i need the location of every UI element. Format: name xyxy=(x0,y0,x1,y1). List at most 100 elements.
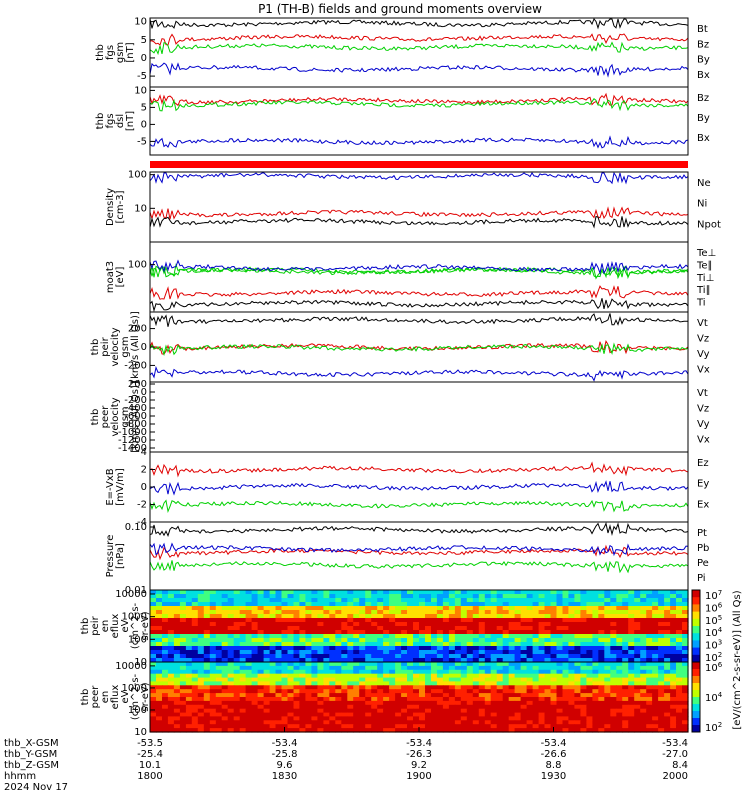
spectrogram-cell xyxy=(532,704,540,710)
spectrogram-cell xyxy=(239,662,247,667)
spectrogram-cell xyxy=(598,677,605,683)
colorbar-tick-base: 10 xyxy=(705,628,718,639)
spectrogram-cell xyxy=(460,642,468,647)
spectrogram-cell xyxy=(191,650,199,655)
spectrogram-cell xyxy=(323,634,330,639)
spectrogram-cell xyxy=(293,724,301,729)
spectrogram-cell xyxy=(323,606,330,611)
ytick-label: 10 xyxy=(134,727,147,738)
spectrogram-cell xyxy=(221,708,229,714)
spectrogram-cell xyxy=(162,669,169,675)
spectrogram-cell xyxy=(526,689,534,694)
spectrogram-cell xyxy=(329,708,336,714)
spectrogram-cell xyxy=(299,594,306,599)
spectrogram-cell xyxy=(197,685,205,690)
spectrogram-cell xyxy=(227,654,235,659)
spectrogram-cell xyxy=(413,697,420,702)
spectrogram-cell xyxy=(431,681,438,686)
spectrogram-cell xyxy=(502,700,510,706)
spectrogram-cell xyxy=(628,673,635,679)
spectrogram-cell xyxy=(628,630,635,635)
spectrogram-cell xyxy=(502,673,510,679)
spectrogram-cell xyxy=(544,622,552,627)
spectrogram-cell xyxy=(520,646,528,651)
spectrogram-cell xyxy=(215,622,223,627)
spectrogram-cell xyxy=(221,646,229,651)
spectrogram-cell xyxy=(466,704,474,710)
spectrogram-cell xyxy=(173,693,181,698)
spectrogram-cell xyxy=(425,689,432,694)
spectrogram-cell xyxy=(347,646,354,651)
spectrogram-cell xyxy=(460,654,468,659)
spectrogram-cell xyxy=(156,716,163,721)
ytick-label: 0 xyxy=(141,119,147,130)
spectrogram-cell xyxy=(580,618,587,623)
spectrogram-cell xyxy=(395,681,402,686)
spectrogram-cell xyxy=(640,685,647,690)
spectrogram-cell xyxy=(287,693,295,698)
spectrogram-cell xyxy=(323,724,330,729)
spectrogram-cell xyxy=(622,642,629,647)
spectrogram-cell xyxy=(389,716,396,721)
spectrogram-cell xyxy=(472,634,480,639)
spectrogram-cell xyxy=(658,598,665,603)
spectrogram-cell xyxy=(544,677,552,683)
spectrogram-cell xyxy=(185,681,193,686)
spectrogram-cell xyxy=(383,638,390,643)
spectrogram-cell xyxy=(436,634,444,639)
spectrogram-cell xyxy=(652,610,659,615)
spectrogram-cell xyxy=(460,602,468,607)
spectrogram-cell xyxy=(305,697,312,702)
spectrogram-cell xyxy=(478,590,486,595)
panel-frame xyxy=(149,521,689,591)
spectrogram-cell xyxy=(526,630,534,635)
spectrogram-cell xyxy=(167,697,175,702)
spectrogram-cell xyxy=(341,704,348,710)
spectrogram-cell xyxy=(556,610,564,615)
spectrogram-cell xyxy=(245,646,253,651)
spectrogram-cell xyxy=(520,712,528,718)
spectrogram-cell xyxy=(646,728,653,733)
spectrogram-cell xyxy=(419,693,426,698)
spectrogram-cell xyxy=(616,716,623,721)
spectrogram-cell xyxy=(664,598,671,603)
spectrogram-cell xyxy=(682,590,689,595)
spectrogram-cell xyxy=(586,720,593,725)
spectrogram-cell xyxy=(353,590,360,595)
spectrogram-cell xyxy=(233,669,241,675)
spectrogram-cell xyxy=(197,673,205,679)
ytick-label: 2 xyxy=(141,465,147,476)
spectrogram-cell xyxy=(156,685,163,690)
spectrogram-cell xyxy=(203,646,211,651)
spectrogram-cell xyxy=(484,630,492,635)
spectrogram-cell xyxy=(341,673,348,679)
spectrogram-cell xyxy=(431,685,438,690)
legend-By: By xyxy=(697,113,710,124)
spectrogram-cell xyxy=(484,650,492,655)
spectrogram-cell xyxy=(484,594,492,599)
spectrogram-cell xyxy=(233,700,241,706)
spectrogram-cell xyxy=(150,681,157,686)
spectrogram-cell xyxy=(401,700,408,706)
spectrogram-cell xyxy=(562,712,570,718)
spectrogram-cell xyxy=(395,650,402,655)
spectrogram-cell xyxy=(407,598,414,603)
colorbar-segment xyxy=(692,626,700,634)
spectrogram-cell xyxy=(670,689,677,694)
spectrogram-cell xyxy=(413,590,420,595)
spectrogram-cell xyxy=(514,728,522,733)
spectrogram-cell xyxy=(281,693,289,698)
spectrogram-cell xyxy=(682,598,689,603)
spectrogram-cell xyxy=(401,602,408,607)
spectrogram-cell xyxy=(682,646,689,651)
spectrogram-cell xyxy=(227,720,235,725)
spectrogram-cell xyxy=(209,693,217,698)
spectrogram-cell xyxy=(604,708,611,714)
spectrogram-cell xyxy=(436,665,444,671)
spectrogram-cell xyxy=(538,626,546,631)
spectrogram-cell xyxy=(150,658,157,663)
spectrogram-cell xyxy=(191,594,199,599)
spectrogram-cell xyxy=(365,697,372,702)
spectrogram-cell xyxy=(197,626,205,631)
spectrogram-cell xyxy=(610,673,617,679)
